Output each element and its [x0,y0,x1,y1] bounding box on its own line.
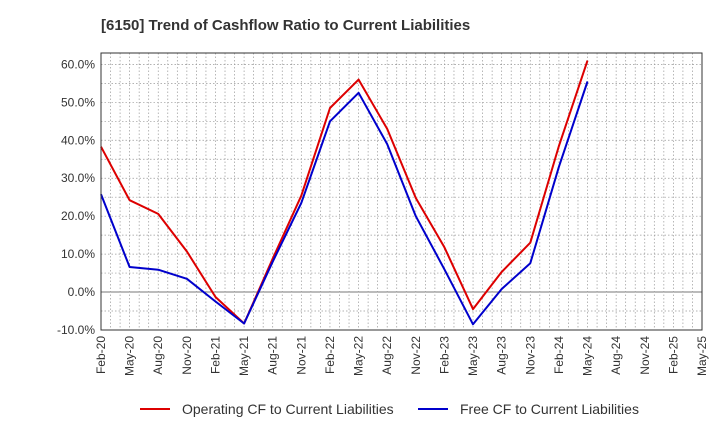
y-tick-label: 60.0% [61,57,95,71]
x-tick-label: May-20 [123,336,137,376]
x-tick-label: Feb-23 [437,336,451,374]
legend-label-0: Operating CF to Current Liabilities [182,401,394,417]
legend: Operating CF to Current Liabilities Free … [140,401,639,417]
x-tick-label: Aug-24 [609,336,623,375]
x-tick-label: Nov-20 [180,336,194,375]
y-tick-label: 50.0% [61,95,95,109]
x-tick-label: Aug-20 [151,336,165,375]
chart-title: [6150] Trend of Cashflow Ratio to Curren… [101,17,470,34]
x-tick-label: Feb-20 [94,336,108,374]
x-tick-label: Feb-24 [552,336,566,374]
legend-label-1: Free CF to Current Liabilities [460,401,639,417]
y-tick-label: 20.0% [61,209,95,223]
y-tick-label: 40.0% [61,133,95,147]
x-tick-label: Nov-24 [638,336,652,375]
x-tick-label: May-21 [237,336,251,376]
x-tick-label: Nov-21 [294,336,308,375]
y-axis-ticks: 60.0% 50.0% 40.0% 30.0% 20.0% 10.0% 0.0% -10.0% [57,57,95,337]
series-lines [100,60,589,326]
x-tick-label: Aug-23 [495,336,509,375]
x-tick-label: Aug-22 [380,336,394,375]
x-tick-label: Feb-21 [208,336,222,374]
x-tick-label: Nov-23 [523,336,537,375]
x-axis-ticks: Feb-20 May-20 Aug-20 Nov-20 Feb-21 May-21 Aug-… [94,336,709,376]
y-tick-label: 0.0% [68,285,96,299]
series-line-0 [100,60,589,325]
grid [101,53,702,331]
y-tick-label: -10.0% [57,323,95,337]
plot-frame [100,52,703,331]
x-tick-label: Nov-22 [409,336,423,375]
x-tick-label: Feb-25 [666,336,680,374]
x-tick-label: May-25 [695,336,709,376]
x-tick-label: Feb-22 [323,336,337,374]
x-tick-label: May-24 [581,336,595,376]
series-line-1 [100,81,589,326]
y-tick-label: 10.0% [61,247,95,261]
x-tick-label: Aug-21 [266,336,280,375]
x-tick-label: May-22 [352,336,366,376]
x-tick-label: May-23 [466,336,480,376]
y-tick-label: 30.0% [61,171,95,185]
